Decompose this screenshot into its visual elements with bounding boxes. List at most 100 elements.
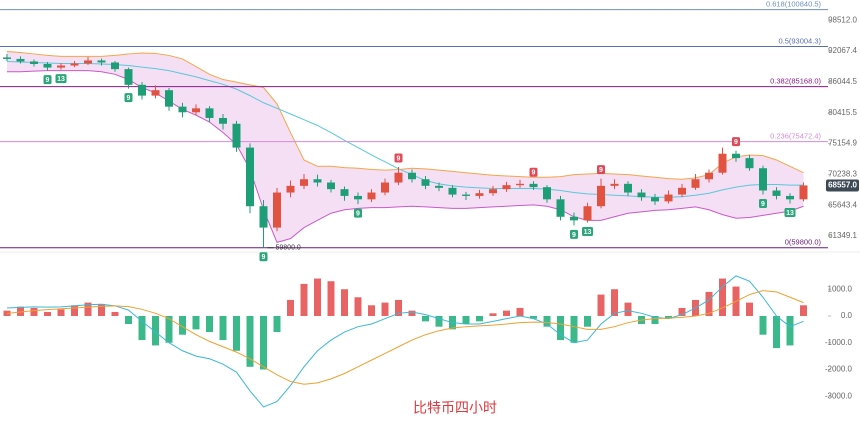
y-tick-label: 92067.4 bbox=[828, 46, 857, 55]
watermark: 比特币四小时 bbox=[413, 400, 497, 416]
y-tick-label: 80415.5 bbox=[828, 108, 857, 117]
td-label: 9 bbox=[761, 201, 765, 208]
candle-body bbox=[381, 182, 389, 193]
fib-label: 0(59800.0) bbox=[785, 238, 822, 247]
macd-bar bbox=[786, 315, 794, 346]
macd-bar bbox=[759, 315, 767, 335]
candle-body bbox=[394, 172, 403, 183]
macd-bar bbox=[543, 315, 551, 327]
td-marker bbox=[55, 74, 67, 84]
candle-body bbox=[570, 216, 578, 221]
td-marker bbox=[570, 229, 578, 239]
candle-body bbox=[70, 63, 79, 66]
y-tick-label: 65643.4 bbox=[828, 200, 857, 209]
macd-bar bbox=[219, 315, 227, 341]
candle-body bbox=[84, 60, 92, 64]
fib-label: 0.236(75472.4) bbox=[770, 132, 821, 141]
macd-bar bbox=[98, 303, 105, 316]
td-label: 9 bbox=[532, 170, 536, 177]
macd-bar bbox=[557, 315, 564, 341]
candle-body bbox=[421, 179, 430, 186]
candle-body bbox=[597, 185, 605, 207]
candle-body bbox=[759, 168, 767, 191]
macd-bar bbox=[489, 313, 497, 316]
macd-bar bbox=[719, 278, 726, 316]
td-label: 9 bbox=[734, 139, 738, 146]
candle-body bbox=[475, 193, 484, 196]
td-marker bbox=[529, 167, 538, 177]
macd-bar bbox=[381, 302, 389, 316]
macd-bar bbox=[705, 291, 713, 316]
y-tick-label: 61349.1 bbox=[828, 231, 857, 240]
dea-line bbox=[6, 290, 804, 385]
candle-body bbox=[489, 189, 497, 194]
low-label: 59800.0 bbox=[276, 245, 301, 252]
td-label: 9 bbox=[262, 254, 266, 261]
td-label: 9 bbox=[599, 167, 603, 174]
candle-body bbox=[246, 147, 254, 207]
macd-bar bbox=[71, 305, 78, 316]
candle-body bbox=[691, 179, 700, 188]
candle-body bbox=[529, 183, 538, 188]
candle-body bbox=[138, 84, 146, 96]
candle-body bbox=[273, 192, 281, 228]
candle-body bbox=[354, 195, 362, 200]
candle-body bbox=[232, 123, 241, 148]
dif-line bbox=[6, 275, 804, 408]
candle-body bbox=[286, 185, 295, 193]
macd-bar bbox=[597, 294, 605, 316]
td-label: 9 bbox=[397, 155, 401, 162]
candle-body bbox=[151, 90, 160, 96]
macd-bar bbox=[165, 315, 173, 343]
candle-body bbox=[165, 90, 173, 107]
band-upper bbox=[6, 50, 804, 180]
td-marker bbox=[732, 137, 740, 147]
fib-label: 0.382(85168.0) bbox=[770, 77, 821, 86]
macd-bar bbox=[395, 299, 402, 316]
candle-body bbox=[745, 158, 754, 169]
macd-bar bbox=[408, 310, 416, 316]
macd-bar bbox=[462, 315, 470, 325]
candle-body bbox=[124, 69, 133, 85]
macd-bar bbox=[422, 315, 429, 322]
macd-bar bbox=[327, 281, 335, 316]
candle-body bbox=[786, 195, 794, 200]
candle-body bbox=[718, 153, 727, 173]
td-marker bbox=[597, 165, 605, 175]
td-label: 13 bbox=[786, 210, 794, 217]
candle-body bbox=[664, 194, 673, 202]
macd-bar bbox=[773, 315, 780, 349]
macd-bar bbox=[84, 302, 92, 316]
macd-bar bbox=[665, 315, 672, 319]
macd-bar bbox=[611, 289, 618, 316]
td-label: 9 bbox=[572, 232, 576, 239]
candle-body bbox=[313, 179, 322, 183]
last-price-label: 68557.0 bbox=[828, 181, 857, 190]
candle-body bbox=[408, 172, 416, 180]
candle-body bbox=[799, 185, 808, 200]
candle-body bbox=[367, 192, 376, 200]
macd-bar bbox=[624, 302, 632, 316]
macd-bar bbox=[570, 315, 578, 343]
macd-bar bbox=[111, 311, 119, 316]
macd-bar bbox=[746, 302, 753, 316]
candle-body bbox=[205, 108, 214, 118]
candle-body bbox=[732, 153, 740, 159]
candle-body bbox=[651, 197, 659, 202]
td-marker bbox=[784, 207, 796, 217]
y-tick-label: 75154.9 bbox=[828, 139, 857, 148]
candle-body bbox=[16, 58, 25, 62]
candle-body bbox=[111, 62, 119, 70]
macd-bar bbox=[233, 315, 240, 351]
macd-bar bbox=[368, 305, 375, 316]
candle-body bbox=[556, 199, 565, 217]
macd-bar bbox=[57, 309, 65, 316]
macd-bar bbox=[651, 315, 659, 325]
macd-bar bbox=[152, 315, 159, 346]
candle-body bbox=[97, 60, 106, 63]
macd-bar bbox=[179, 315, 186, 335]
y-tick-label: -3000.0 bbox=[825, 391, 853, 400]
macd-bar bbox=[192, 315, 200, 330]
candle-body bbox=[435, 185, 443, 188]
